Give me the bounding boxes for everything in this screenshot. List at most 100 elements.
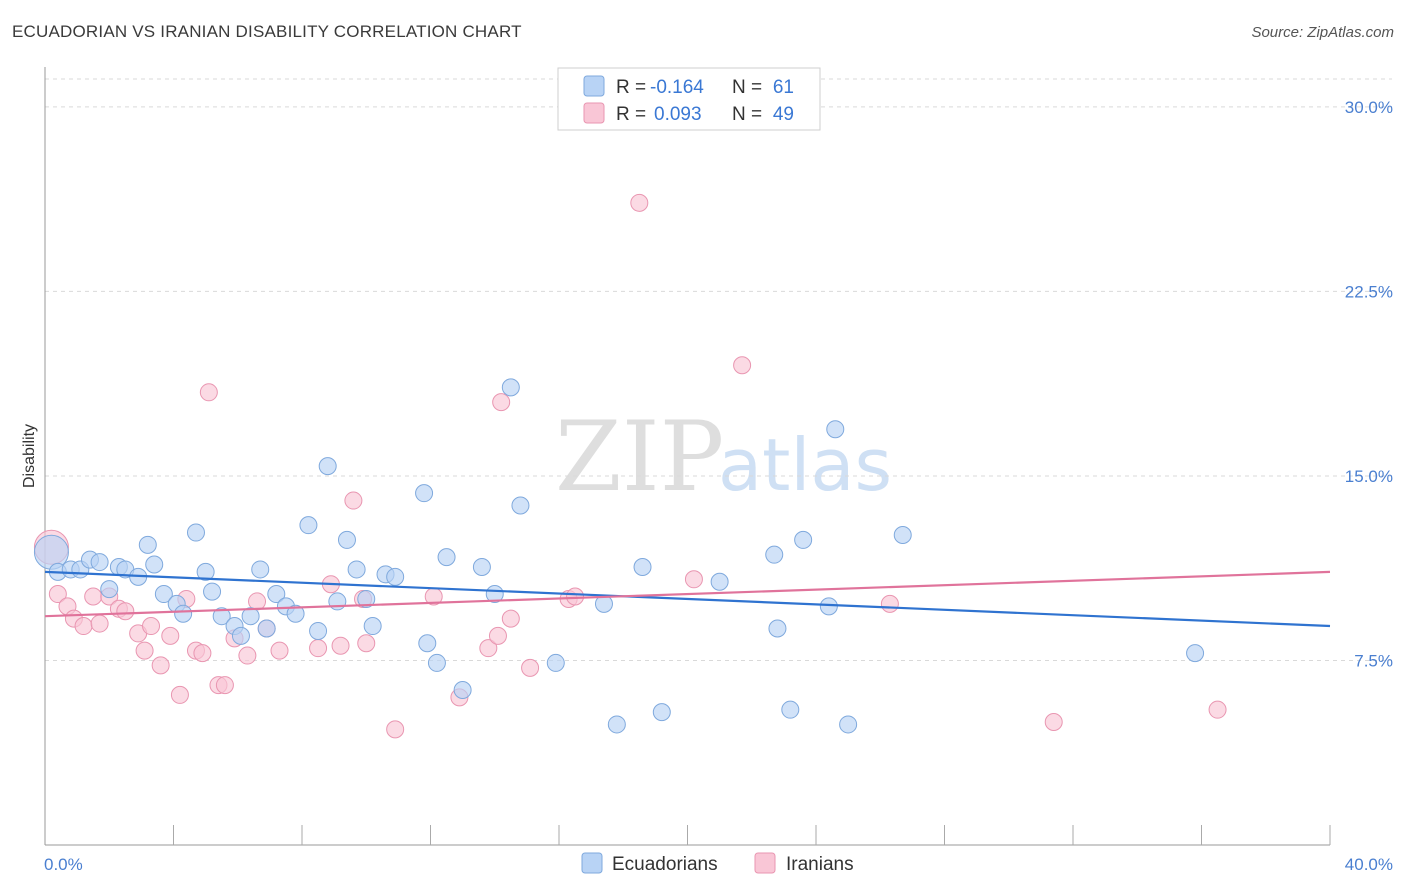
iranian-point [135,641,154,660]
iranian-point [566,587,585,606]
ecuadorian-point [437,548,456,567]
iranian-point [74,617,93,636]
ecuadorian-point [196,562,215,581]
iranian-point [684,570,703,589]
ecuadorian-point [212,607,231,626]
ecuadorian-point [826,420,845,439]
ecuadorian-point [546,653,565,672]
ecuadorian-point [781,700,800,719]
series-legend-label-ecuadorians: Ecuadorians [612,854,718,875]
ecuadorian-point [386,567,405,586]
ecuadorians-trend-line [44,570,1331,628]
ecuadorian-point [893,526,912,544]
iranian-point [501,609,520,628]
source-label: Source: ZipAtlas.com [1251,24,1394,41]
ecuadorian-point [337,530,356,549]
axes [44,67,1331,846]
watermark-zip: ZIP [555,401,724,513]
ecuadorian-point [418,634,437,653]
iranian-point [479,639,498,658]
ecuadorian-point [90,553,109,572]
ecuadorian-point [138,535,157,554]
legend-n-value: 61 [773,77,794,98]
watermark: ZIP atlas [555,401,892,513]
iranian-point [733,356,752,375]
legend-r-value: 0.093 [654,104,702,125]
legend-swatch-ecuadorians [583,75,605,97]
y-tick-labels: 7.5% 15.0% 22.5% 30.0% [1345,98,1393,671]
ecuadorian-point [203,582,222,601]
iranian-point [151,656,170,675]
iranian-point [238,646,257,665]
ecuadorian-point [347,560,366,579]
legend-r-label: R = [616,77,646,98]
ecuadorian-point [309,621,328,640]
legend-n-label: N = [732,104,762,125]
chart-title: ECUADORIAN VS IRANIAN DISABILITY CORRELA… [12,22,522,41]
iranian-point [193,644,212,663]
ecuadorian-point [652,703,671,722]
iranian-point [161,626,180,645]
series-legend-swatch-iranians [754,852,776,874]
iranian-point [344,491,363,510]
ecuadorian-point [415,484,434,503]
iranian-point [331,636,350,655]
ecuadorian-point [286,604,305,623]
ecuadorian-point [241,607,260,626]
ecuadorian-point [251,560,270,579]
iranian-point [270,641,289,660]
trend-lines [44,570,1331,628]
iranian-point [170,685,189,704]
watermark-atlas: atlas [718,423,892,507]
ecuadorian-point [607,715,626,734]
ecuadorian-point [174,604,193,623]
iranian-point [1044,712,1063,731]
legend-n-value: 49 [773,104,794,125]
ecuadorian-point [33,534,69,570]
series-legend-label-iranians: Iranians [786,854,854,875]
iranian-point [386,720,405,739]
ecuadorian-point [363,617,382,636]
iranian-point [215,676,234,695]
iranian-point [90,614,109,633]
ecuadorian-point [427,653,446,672]
y-tick-label: 30.0% [1345,98,1393,117]
iranian-point [488,626,507,645]
iranian-point [357,634,376,653]
legend-r-value: -0.164 [650,77,704,98]
iranian-point [880,594,899,613]
ecuadorian-point [501,378,520,397]
ecuadorian-point [357,589,376,608]
y-tick-label: 15.0% [1345,467,1393,486]
ecuadorian-point [819,597,838,616]
iranian-point [199,383,218,402]
correlation-legend: R = -0.164 N = 61 R = 0.093 N = 49 [557,67,821,131]
iranian-point [142,617,161,636]
y-tick-label: 7.5% [1354,651,1393,670]
legend-n-label: N = [732,77,762,98]
ecuadorian-point [472,557,491,576]
legend-r-label: R = [616,104,646,125]
ecuadorian-point [511,496,530,515]
y-axis-label: Disability [21,424,38,488]
ecuadorian-point [267,585,286,604]
ecuadorian-point [765,545,784,564]
ecuadorian-point [453,681,472,699]
ecuadorian-point [794,530,813,549]
ecuadorian-point [145,555,164,574]
iranian-point [116,602,135,621]
iranian-point [630,193,649,212]
ecuadorian-point [231,626,250,645]
iranian-point [492,393,511,412]
ecuadorian-point [768,619,787,638]
ecuadorian-point [1186,644,1205,663]
ecuadorian-point [633,557,652,576]
x-tick-labels: 0.0% 40.0% [44,855,1393,874]
ecuadorian-point [186,523,205,542]
ecuadorian-point [318,457,337,476]
x-tick-label: 0.0% [44,855,83,874]
legend-swatch-iranians [583,102,605,124]
iranian-point [309,639,328,658]
iranian-point [48,585,67,604]
